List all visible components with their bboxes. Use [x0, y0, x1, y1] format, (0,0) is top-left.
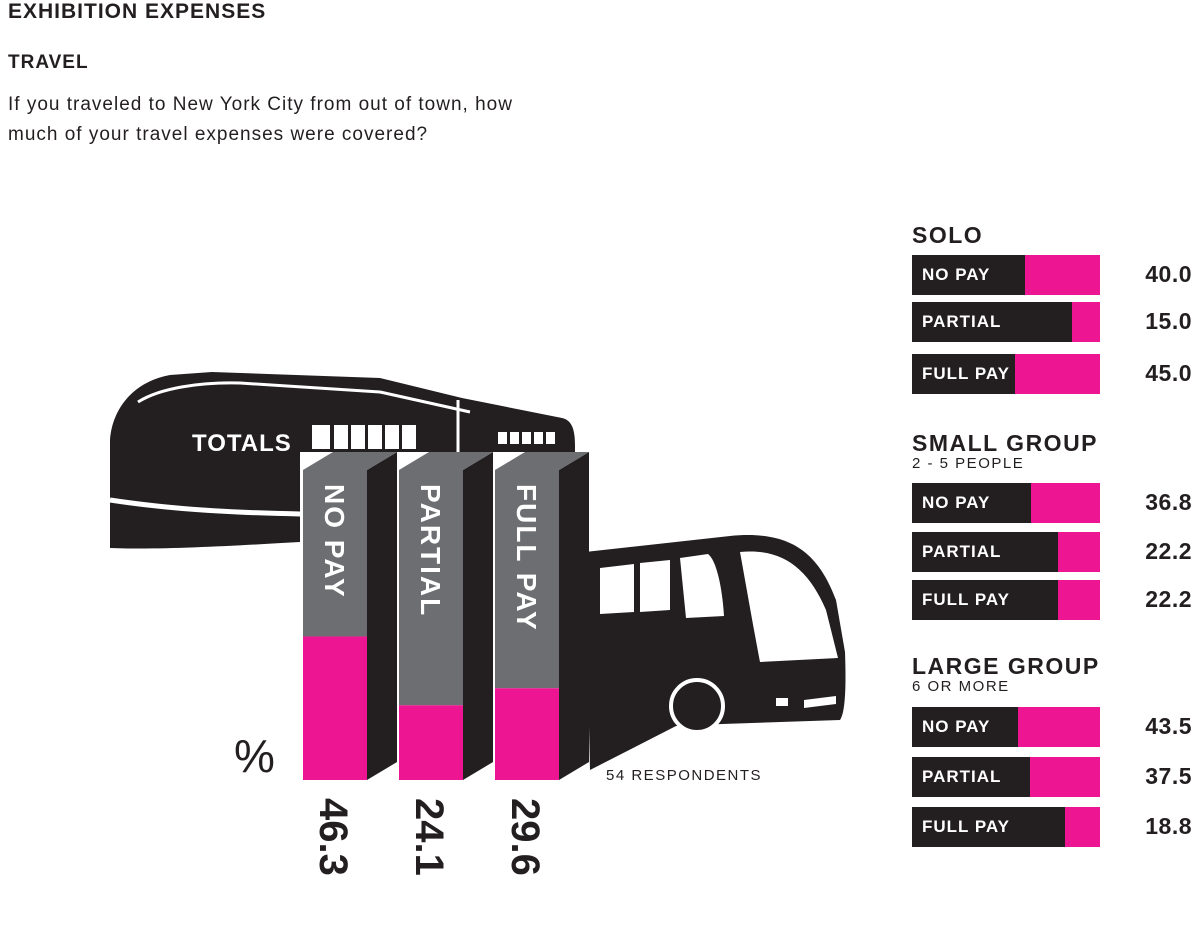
bar-value-full-pay	[495, 688, 559, 780]
hbar-label-no-pay: NO PAY	[922, 493, 991, 512]
hbar-row-full-pay: FULL PAY 18.8	[912, 807, 1192, 847]
bar-value-no-pay	[303, 636, 367, 780]
hbar-remainder-full-pay	[912, 807, 1065, 847]
hbar-track-no-pay: NO PAY	[912, 255, 1100, 295]
hbar-row-no-pay: NO PAY 43.5	[912, 707, 1192, 747]
value-label-partial: 24.1	[407, 798, 451, 876]
hbar-track-partial: PARTIAL	[912, 302, 1100, 342]
bar-value-partial	[399, 705, 463, 780]
hbar-track-partial: PARTIAL	[912, 757, 1100, 797]
value-label-full-pay: 29.6	[503, 798, 547, 876]
bus-window-2	[640, 560, 670, 612]
bar-label-full-pay: FULL PAY	[511, 484, 542, 632]
hbar-value-no-pay: 40.0	[1145, 261, 1192, 287]
hbar-value-full-pay: 22.2	[1145, 586, 1192, 612]
hbar-remainder-partial	[912, 302, 1072, 342]
bar-remainder-partial	[399, 470, 463, 706]
bus-door	[680, 554, 724, 618]
hbar-row-partial: PARTIAL 37.5	[912, 757, 1192, 797]
hbar-value-full-pay: 18.8	[1145, 813, 1192, 839]
hbar-label-partial: PARTIAL	[922, 542, 1002, 561]
hbar-remainder-full-pay	[912, 354, 1016, 394]
train-illustration	[109, 372, 575, 549]
hbar-track-full-pay: FULL PAY	[912, 580, 1100, 620]
solo-group: SOLO NO PAY 40.0 PARTIAL 15.0 FULL PAY 45.0	[912, 222, 1192, 394]
value-label-no-pay: 46.3	[311, 798, 355, 876]
bar-top-no-pay	[303, 452, 397, 470]
hbar-row-partial: PARTIAL 22.2	[912, 532, 1192, 572]
group-subtitle: 6 OR MORE	[912, 678, 1010, 695]
survey-question: If you traveled to New York City from ou…	[8, 94, 513, 145]
hbar-label-full-pay: FULL PAY	[922, 590, 1010, 609]
hbar-track-full-pay: FULL PAY	[912, 354, 1100, 394]
group-subtitle: 2 - 5 PEOPLE	[912, 455, 1025, 472]
hbar-track-no-pay: NO PAY	[912, 483, 1100, 523]
bus-headlight-left	[776, 698, 788, 706]
hbar-label-no-pay: NO PAY	[922, 265, 991, 284]
group-title: SOLO	[912, 222, 984, 248]
hbar-remainder-partial	[912, 757, 1030, 797]
bus-headlight-right	[804, 696, 836, 708]
hbar-value-full-pay: 45.0	[1145, 360, 1192, 386]
large-group: LARGE GROUP 6 OR MORE NO PAY 43.5 PARTIAL 3…	[912, 653, 1192, 847]
totals-bars: NO PAY 46.3 PARTIAL 24.1 FULL PAY 29.6	[303, 452, 589, 876]
hbar-remainder-full-pay	[912, 580, 1059, 620]
hbar-row-no-pay: NO PAY 36.8	[912, 483, 1192, 523]
hbar-remainder-no-pay	[912, 255, 1025, 295]
hbar-value-no-pay: 43.5	[1145, 713, 1192, 739]
hbar-label-partial: PARTIAL	[922, 767, 1002, 786]
totals-label: TOTALS	[192, 430, 292, 457]
bar-label-no-pay: NO PAY	[319, 484, 350, 599]
hbar-value-no-pay: 36.8	[1145, 489, 1192, 515]
hbar-value-partial: 22.2	[1145, 538, 1192, 564]
hbar-label-partial: PARTIAL	[922, 312, 1002, 331]
page-title: EXHIBITION EXPENSES	[8, 0, 267, 23]
bar-label-partial: PARTIAL	[415, 484, 446, 617]
hbar-track-full-pay: FULL PAY	[912, 807, 1100, 847]
bus-windshield	[740, 551, 838, 662]
bar-top-partial	[399, 452, 493, 470]
hbar-row-full-pay: FULL PAY 45.0	[912, 354, 1192, 394]
bar-side-full-pay	[559, 452, 589, 780]
bar-side-no-pay	[367, 452, 397, 780]
bus-illustration	[585, 535, 846, 770]
train-side-stripe	[109, 497, 301, 517]
bus-window-1	[600, 564, 634, 614]
bar-side-partial	[463, 452, 493, 780]
hbar-row-full-pay: FULL PAY 22.2	[912, 580, 1192, 620]
hbar-remainder-partial	[912, 532, 1059, 572]
hbar-track-partial: PARTIAL	[912, 532, 1100, 572]
bar-remainder-no-pay	[303, 470, 367, 637]
hbar-label-full-pay: FULL PAY	[922, 364, 1010, 383]
hbar-remainder-no-pay	[912, 707, 1019, 747]
hbar-value-partial: 15.0	[1145, 308, 1192, 334]
small-group: SMALL GROUP 2 - 5 PEOPLE NO PAY 36.8 PARTI…	[912, 430, 1192, 620]
hbar-remainder-no-pay	[912, 483, 1031, 523]
hbar-row-no-pay: NO PAY 40.0	[912, 255, 1192, 295]
section-title: TRAVEL	[8, 52, 89, 73]
train-windows-front	[312, 425, 416, 449]
group-title: SMALL GROUP	[912, 430, 1099, 456]
hbar-label-no-pay: NO PAY	[922, 717, 991, 736]
train-windows-rear	[498, 432, 555, 444]
train-roof-stripe	[137, 381, 471, 414]
hbar-track-no-pay: NO PAY	[912, 707, 1100, 747]
hbar-row-partial: PARTIAL 15.0	[912, 302, 1192, 342]
unit-percent-label: %	[234, 730, 275, 782]
respondents-note: 54 RESPONDENTS	[606, 767, 762, 784]
bar-top-full-pay	[495, 452, 589, 470]
hbar-label-full-pay: FULL PAY	[922, 817, 1010, 836]
bar-remainder-full-pay	[495, 470, 559, 689]
group-title: LARGE GROUP	[912, 653, 1100, 679]
hbar-value-partial: 37.5	[1145, 763, 1192, 789]
bus-wheel	[669, 678, 725, 734]
